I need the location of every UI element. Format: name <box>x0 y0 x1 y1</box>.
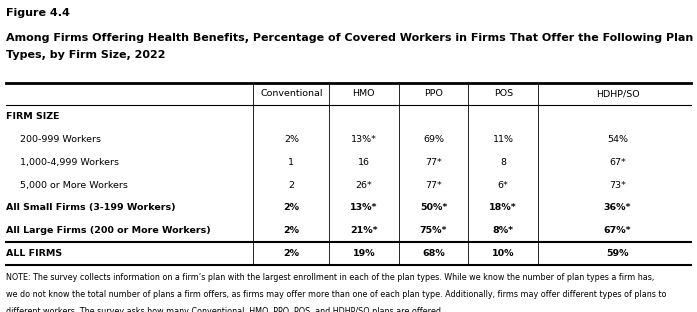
Text: 67%*: 67%* <box>604 226 631 235</box>
Text: All Small Firms (3-199 Workers): All Small Firms (3-199 Workers) <box>6 203 175 212</box>
Text: 54%: 54% <box>607 135 628 144</box>
Text: 2%: 2% <box>284 226 299 235</box>
Text: 13%*: 13%* <box>350 203 378 212</box>
Text: FIRM SIZE: FIRM SIZE <box>6 112 59 121</box>
Text: 77*: 77* <box>425 158 442 167</box>
Text: 69%: 69% <box>423 135 444 144</box>
Text: 10%: 10% <box>492 249 514 258</box>
Text: HMO: HMO <box>353 89 375 98</box>
Text: 19%: 19% <box>353 249 375 258</box>
Text: 73*: 73* <box>609 181 626 190</box>
Text: 2%: 2% <box>284 249 299 258</box>
Text: 18%*: 18%* <box>489 203 517 212</box>
Text: 68%: 68% <box>422 249 445 258</box>
Text: 67*: 67* <box>609 158 626 167</box>
Text: 5,000 or More Workers: 5,000 or More Workers <box>20 181 128 190</box>
Text: NOTE: The survey collects information on a firm’s plan with the largest enrollme: NOTE: The survey collects information on… <box>6 273 654 282</box>
Text: POS: POS <box>493 89 513 98</box>
Text: we do not know the total number of plans a firm offers, as firms may offer more : we do not know the total number of plans… <box>6 290 666 299</box>
Text: different workers. The survey asks how many Conventional, HMO, PPO, POS, and HDH: different workers. The survey asks how m… <box>6 307 443 312</box>
Text: 2: 2 <box>289 181 294 190</box>
Text: 2%: 2% <box>284 135 299 144</box>
Text: 11%: 11% <box>493 135 514 144</box>
Text: Conventional: Conventional <box>260 89 323 98</box>
Text: 1,000-4,999 Workers: 1,000-4,999 Workers <box>20 158 118 167</box>
Text: 2%: 2% <box>284 203 299 212</box>
Text: PPO: PPO <box>424 89 443 98</box>
Text: Types, by Firm Size, 2022: Types, by Firm Size, 2022 <box>6 50 165 60</box>
Text: 59%: 59% <box>606 249 629 258</box>
Text: 200-999 Workers: 200-999 Workers <box>20 135 100 144</box>
Text: 26*: 26* <box>355 181 372 190</box>
Text: Figure 4.4: Figure 4.4 <box>6 8 70 18</box>
Text: 8: 8 <box>500 158 506 167</box>
Text: 6*: 6* <box>498 181 509 190</box>
Text: ALL FIRMS: ALL FIRMS <box>6 249 62 258</box>
Text: 13%*: 13%* <box>351 135 377 144</box>
Text: 36%*: 36%* <box>604 203 631 212</box>
Text: 50%*: 50%* <box>420 203 447 212</box>
Text: HDHP/SO: HDHP/SO <box>596 89 639 98</box>
Text: 21%*: 21%* <box>350 226 378 235</box>
Text: 75%*: 75%* <box>420 226 447 235</box>
Text: Among Firms Offering Health Benefits, Percentage of Covered Workers in Firms Tha: Among Firms Offering Health Benefits, Pe… <box>6 33 693 43</box>
Text: All Large Firms (200 or More Workers): All Large Firms (200 or More Workers) <box>6 226 210 235</box>
Text: 8%*: 8%* <box>493 226 514 235</box>
Text: 16: 16 <box>358 158 370 167</box>
Text: 77*: 77* <box>425 181 442 190</box>
Text: 1: 1 <box>289 158 294 167</box>
